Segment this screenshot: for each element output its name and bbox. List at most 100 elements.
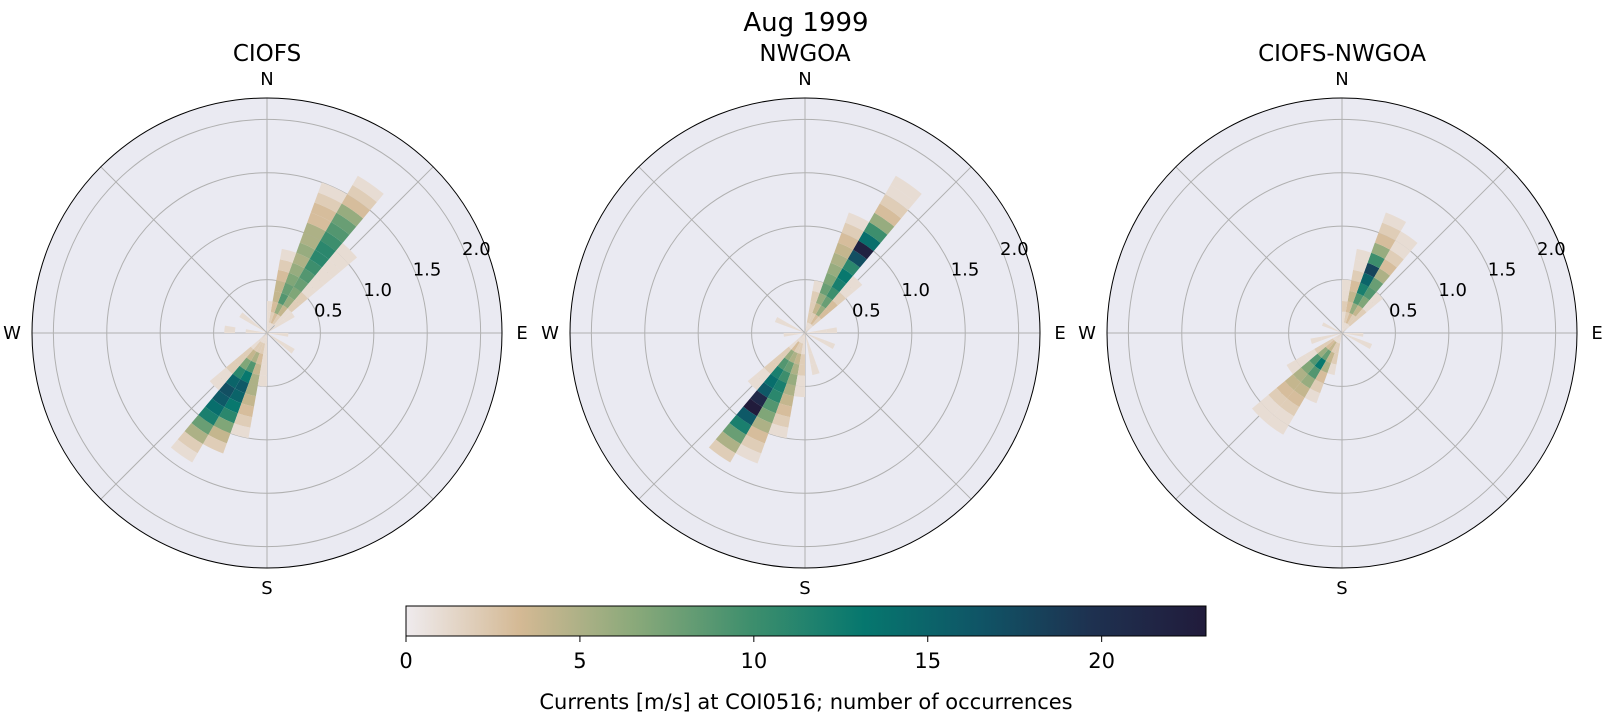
rose-cell bbox=[808, 353, 816, 365]
rose-cell bbox=[797, 364, 805, 376]
rose-cell bbox=[1342, 333, 1353, 335]
direction-label-s: S bbox=[799, 578, 810, 599]
rose-cells bbox=[1251, 212, 1418, 435]
rose-cell bbox=[1280, 398, 1300, 417]
rose-cell bbox=[1342, 322, 1348, 333]
rose-cell bbox=[1349, 302, 1359, 315]
rose-cell bbox=[1314, 343, 1326, 354]
panel-ciofs-nwgoa: 0.5 1.0 1.5 2.0 N E S W CIOFS-NWGOA bbox=[1078, 41, 1603, 599]
rose-cell bbox=[336, 203, 364, 227]
rose-cell bbox=[1342, 290, 1350, 302]
rose-cell bbox=[1362, 300, 1375, 313]
colorbar-ticks: 0 5 10 15 20 bbox=[399, 636, 1115, 673]
rose-cell bbox=[239, 357, 251, 371]
rose-cell bbox=[1342, 324, 1351, 333]
rose-cell bbox=[241, 393, 256, 407]
rose-cell bbox=[307, 212, 332, 232]
rose-cell bbox=[1304, 388, 1321, 404]
rose-cell bbox=[821, 295, 833, 309]
rose-cell bbox=[234, 353, 247, 366]
rose-cell bbox=[845, 212, 870, 232]
rose-cell bbox=[1371, 242, 1391, 259]
rose-cell bbox=[325, 221, 350, 243]
rose-cell bbox=[797, 343, 804, 355]
radial-gridline bbox=[644, 172, 966, 494]
rose-cell bbox=[276, 269, 289, 283]
rose-cell bbox=[256, 342, 264, 354]
rose-cell bbox=[253, 341, 262, 352]
rose-cell bbox=[268, 311, 275, 323]
rose-cell bbox=[798, 333, 805, 343]
rose-cell bbox=[259, 364, 267, 376]
rose-cell bbox=[788, 339, 799, 350]
colorbar-label: Currents [m/s] at COI0516; number of occ… bbox=[539, 690, 1072, 714]
angular-gridline bbox=[804, 332, 972, 500]
rose-cell bbox=[263, 333, 267, 344]
rose-cell bbox=[1287, 390, 1305, 408]
rose-cell bbox=[267, 333, 278, 335]
radial-gridline bbox=[697, 225, 913, 441]
rose-cell bbox=[746, 425, 769, 444]
rose-cell bbox=[831, 277, 847, 293]
rose-cell bbox=[239, 312, 251, 323]
rose-cell bbox=[1331, 342, 1339, 354]
rose-cell bbox=[1325, 339, 1336, 350]
rose-cell bbox=[819, 282, 832, 296]
rose-cell bbox=[283, 343, 295, 354]
colorbar-gradient bbox=[405, 605, 1207, 637]
radial-tick-label: 2.0 bbox=[1000, 239, 1029, 260]
rose-cell bbox=[810, 314, 819, 325]
rose-cell bbox=[261, 354, 267, 366]
rose-cell bbox=[258, 333, 267, 342]
rose-cell bbox=[281, 282, 294, 296]
radial-gridline bbox=[106, 172, 428, 494]
rose-cell bbox=[331, 212, 357, 235]
rose-cell bbox=[209, 374, 226, 391]
rose-cell bbox=[763, 373, 779, 389]
rose-cell bbox=[303, 222, 326, 241]
rose-cell bbox=[801, 343, 805, 355]
rose-cell bbox=[1251, 401, 1274, 424]
rose-cell bbox=[299, 232, 321, 250]
rose-cell bbox=[794, 333, 805, 335]
rose-cell bbox=[1342, 279, 1352, 291]
rose-cell bbox=[722, 423, 747, 445]
rose-cell bbox=[772, 353, 785, 366]
rose-cell bbox=[232, 365, 246, 380]
rose-cell bbox=[1338, 333, 1342, 344]
rose-cell bbox=[1347, 290, 1357, 303]
rose-cell bbox=[191, 414, 214, 435]
rose-cell bbox=[808, 301, 816, 313]
rose-cell bbox=[272, 290, 282, 303]
panel-title: CIOFS-NWGOA bbox=[1258, 41, 1426, 67]
panel-nwgoa: 0.5 1.0 1.5 2.0 N E S W NWGOA bbox=[541, 41, 1066, 599]
rose-cell bbox=[1332, 333, 1342, 340]
rose-cell bbox=[1345, 301, 1353, 313]
rose-cell bbox=[267, 300, 273, 312]
rose-cell bbox=[224, 325, 236, 333]
rose-cell bbox=[823, 340, 836, 350]
rose-cell bbox=[750, 390, 768, 408]
rose-cell bbox=[229, 388, 246, 404]
rose-cell bbox=[1331, 333, 1342, 337]
rose-cell bbox=[259, 343, 266, 355]
rose-cell bbox=[1358, 295, 1370, 309]
rose-cell bbox=[795, 375, 805, 387]
rose-cell bbox=[1320, 334, 1332, 341]
rose-cell bbox=[1317, 346, 1329, 358]
rose-cell bbox=[775, 403, 793, 418]
rose-cell bbox=[810, 290, 820, 303]
rose-cell bbox=[1352, 292, 1364, 306]
rose-cell bbox=[832, 292, 846, 306]
direction-label-n: N bbox=[260, 69, 273, 90]
rose-cell bbox=[777, 357, 789, 371]
rose-cell bbox=[1360, 272, 1375, 287]
direction-label-w: W bbox=[3, 323, 21, 344]
rose-cell bbox=[799, 333, 805, 344]
rose-cell bbox=[1351, 336, 1363, 344]
rose-cell bbox=[803, 333, 805, 344]
rose-cell bbox=[1315, 370, 1328, 384]
rose-cell bbox=[1333, 333, 1342, 342]
rose-cell bbox=[248, 373, 260, 386]
rose-cell bbox=[270, 301, 278, 313]
